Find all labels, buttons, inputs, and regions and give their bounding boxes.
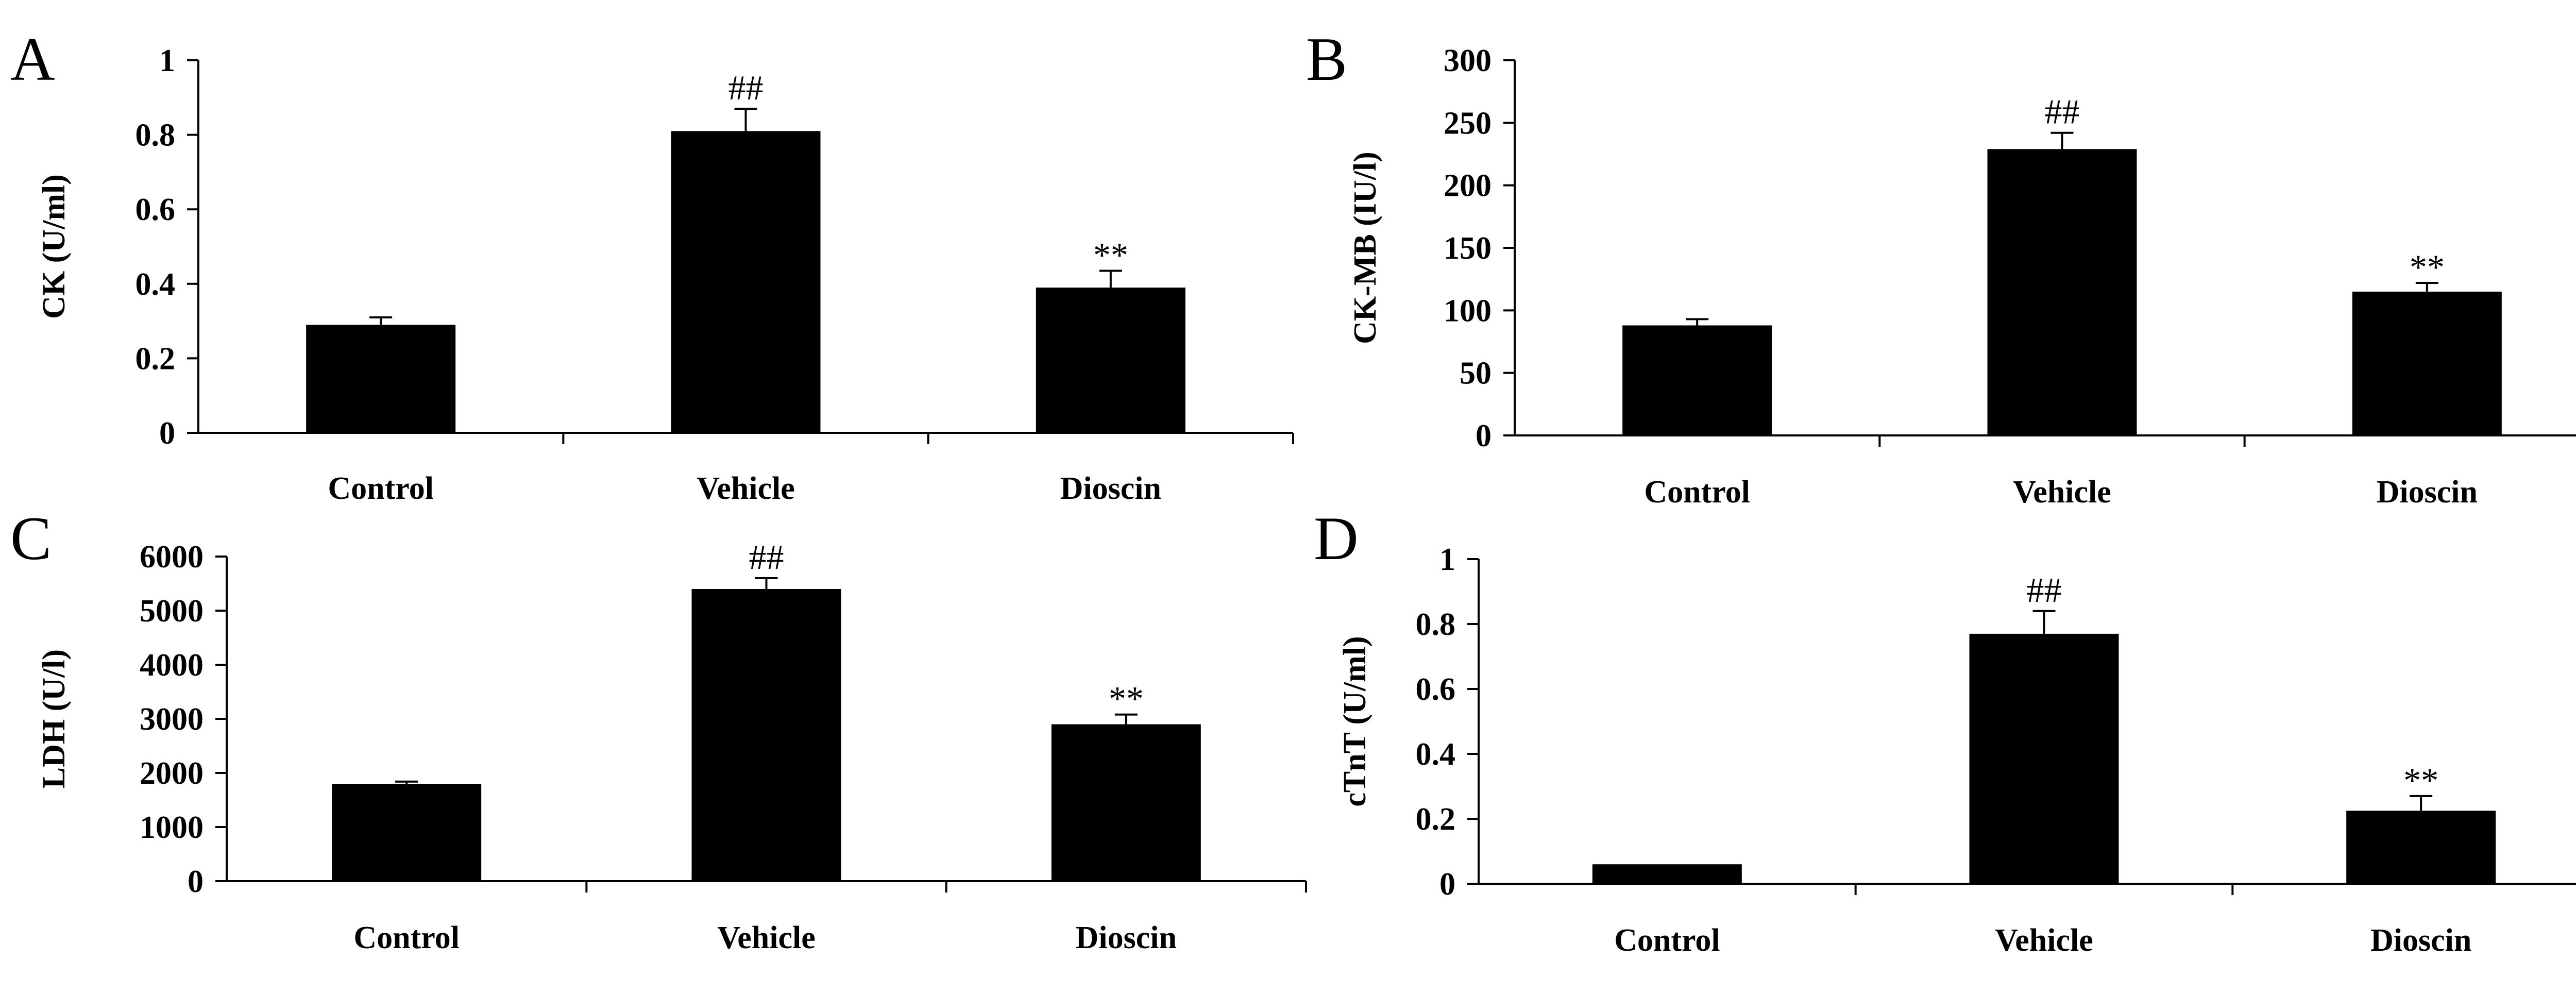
y-axis-label: CK (U/ml) (37, 174, 72, 319)
significance-star-label: ** (2403, 761, 2438, 800)
significance-hash-label: ## (749, 537, 784, 577)
x-category-label: Dioscin (2377, 475, 2478, 510)
y-tick-label: 100 (1444, 293, 1492, 328)
significance-star-label: ** (1093, 235, 1128, 274)
y-axis-label: CK-MB (IU/l) (1348, 152, 1383, 344)
x-category-label: Vehicle (1995, 923, 2093, 958)
y-tick-label: 5000 (140, 594, 204, 629)
y-tick-label: 1000 (140, 810, 204, 845)
y-axis-label: cTnT (U/ml) (1337, 636, 1372, 806)
y-tick-label: 0 (1439, 867, 1455, 902)
y-tick-label: 2000 (140, 756, 204, 791)
y-tick-label: 0.2 (135, 341, 176, 376)
x-category-label: Control (1614, 923, 1720, 958)
panel-letter: D (1314, 504, 1359, 573)
x-category-label: Control (1644, 475, 1750, 510)
bar-dioscin (2346, 811, 2496, 884)
y-tick-label: 1 (1439, 542, 1455, 577)
y-tick-label: 6000 (140, 540, 204, 575)
bar-vehicle (691, 589, 841, 881)
y-tick-label: 0.6 (1416, 672, 1456, 707)
panel-letter: A (10, 25, 55, 93)
bar-control (1622, 325, 1772, 435)
bar-control (1592, 864, 1742, 884)
y-tick-label: 0 (188, 864, 204, 899)
panel-letter: B (1306, 25, 1347, 93)
y-tick-label: 0.8 (1416, 607, 1456, 642)
significance-hash-label: ## (728, 68, 764, 107)
y-tick-label: 50 (1460, 356, 1492, 391)
bar-vehicle (1987, 149, 2137, 435)
y-tick-label: 200 (1444, 169, 1492, 204)
bar-dioscin (1036, 288, 1185, 433)
y-tick-label: 0.2 (1416, 802, 1456, 837)
y-tick-label: 1 (159, 43, 175, 78)
bar-dioscin (2352, 291, 2502, 435)
y-tick-label: 0 (1476, 418, 1492, 453)
bar-dioscin (1051, 724, 1201, 881)
y-tick-label: 250 (1444, 106, 1492, 141)
panel-c: C LDH (U/l) 0 1000 2000 3000 4000 5000 6000 Contr… (10, 504, 1307, 955)
panel-b: B CK-MB (IU/l) 0 50 100 150 200 250 300 Control Ve… (1306, 25, 2576, 510)
significance-star-label: ** (2410, 247, 2445, 287)
bar-vehicle (671, 131, 821, 433)
y-tick-label: 300 (1444, 43, 1492, 78)
bar-control (332, 784, 482, 881)
x-category-label: Dioscin (1060, 471, 1161, 506)
y-tick-label: 4000 (140, 648, 204, 683)
significance-hash-label: ## (2027, 570, 2062, 610)
x-category-label: Vehicle (717, 920, 816, 955)
bar-vehicle (1969, 633, 2119, 884)
x-category-label: Vehicle (2013, 475, 2111, 510)
significance-star-label: ** (1109, 679, 1144, 718)
bar-control (306, 325, 456, 433)
y-tick-label: 3000 (140, 702, 204, 737)
x-category-label: Dioscin (1076, 920, 1177, 955)
x-category-label: Control (353, 920, 460, 955)
y-tick-label: 0.4 (1416, 737, 1456, 772)
y-tick-label: 0.6 (135, 192, 176, 227)
x-category-label: Vehicle (697, 471, 795, 506)
y-tick-label: 0.4 (135, 267, 176, 302)
significance-hash-label: ## (2045, 92, 2080, 131)
y-axis-label: LDH (U/l) (37, 649, 72, 788)
x-category-label: Control (328, 471, 434, 506)
panel-letter: C (10, 504, 52, 573)
panel-a: A CK (U/ml) 0 0.2 0.4 0.6 0.8 1 Control Vehicle ##… (10, 25, 1294, 506)
y-tick-label: 0.8 (135, 118, 176, 153)
y-tick-label: 0 (159, 416, 175, 451)
x-category-label: Dioscin (2370, 923, 2471, 958)
y-tick-label: 150 (1444, 231, 1492, 266)
